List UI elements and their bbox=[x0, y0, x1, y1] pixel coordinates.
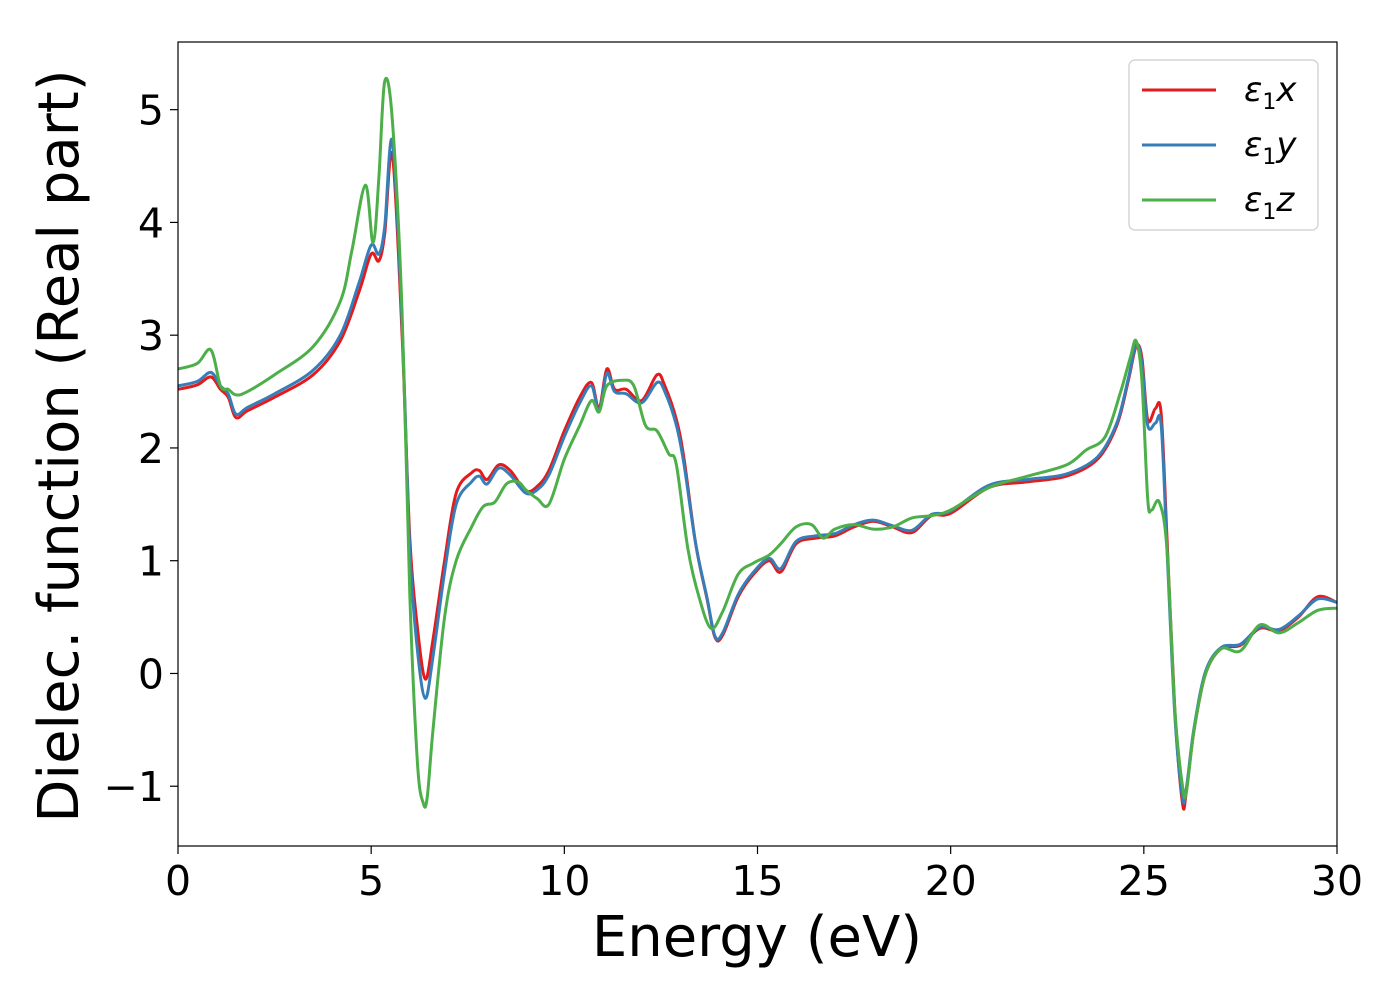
y-tick-label: 3 bbox=[138, 312, 164, 360]
series-line-z bbox=[177, 76, 1338, 809]
legend-box bbox=[1128, 59, 1319, 231]
legend-label-z: ε1z bbox=[1244, 180, 1295, 225]
x-tick-label: 15 bbox=[731, 857, 783, 905]
y-tick-label: 1 bbox=[138, 538, 164, 586]
y-axis-label: Dielec. function (Real part) bbox=[27, 69, 92, 822]
x-tick-label: 25 bbox=[1118, 857, 1170, 905]
y-tick-label: 2 bbox=[138, 425, 164, 473]
x-tick-label: 5 bbox=[358, 857, 384, 905]
x-tick-label: 20 bbox=[925, 857, 977, 905]
x-tick-label: 10 bbox=[538, 857, 590, 905]
legend: ε1x ε1y ε1z bbox=[1128, 59, 1319, 231]
y-axis: −1 0 1 2 3 4 5 bbox=[104, 87, 178, 811]
legend-label-x: ε1x bbox=[1244, 70, 1297, 115]
y-tick-label: −1 bbox=[104, 763, 164, 811]
x-axis-label: Energy (eV) bbox=[592, 905, 922, 970]
y-tick-label: 5 bbox=[138, 87, 164, 135]
legend-label-y: ε1y bbox=[1244, 125, 1297, 170]
x-axis: 0 5 10 15 20 25 30 bbox=[165, 846, 1363, 905]
x-tick-label: 0 bbox=[165, 857, 191, 905]
y-tick-label: 0 bbox=[138, 650, 164, 698]
series-line-y bbox=[177, 137, 1338, 805]
x-tick-label: 30 bbox=[1311, 857, 1363, 905]
y-tick-label: 4 bbox=[138, 199, 164, 247]
series-layer bbox=[177, 76, 1338, 811]
